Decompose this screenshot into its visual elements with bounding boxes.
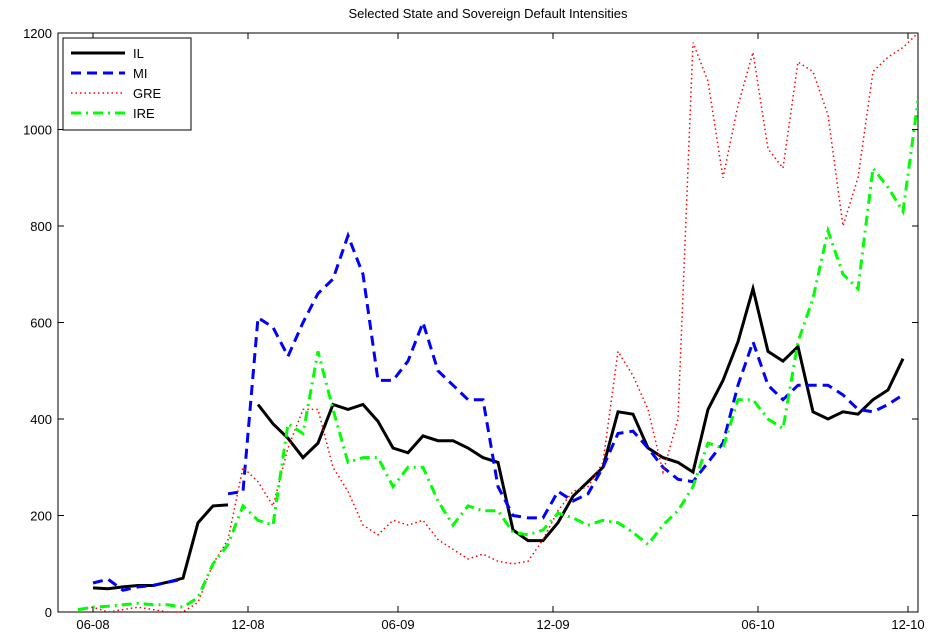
y-tick-label: 1000 [23, 123, 52, 138]
y-tick-label: 600 [30, 316, 52, 331]
series-line [92, 231, 904, 592]
series-line [77, 32, 918, 613]
y-tick-label: 800 [30, 219, 52, 234]
x-tick-label: 06-08 [76, 617, 109, 632]
y-tick-label: 400 [30, 412, 52, 427]
legend-label: IRE [133, 106, 155, 121]
y-tick-label: 0 [45, 605, 52, 620]
legend-label: MI [133, 66, 147, 81]
x-tick-label: 06-10 [741, 617, 774, 632]
x-tick-label: 12-10 [891, 617, 924, 632]
y-tick-label: 200 [30, 509, 52, 524]
chart-title: Selected State and Sovereign Default Int… [349, 6, 628, 21]
x-tick-label: 12-09 [536, 617, 569, 632]
y-tick-label: 1200 [23, 26, 52, 41]
x-tick-label: 12-08 [231, 617, 264, 632]
legend-label: GRE [133, 86, 162, 101]
series-line [92, 282, 905, 591]
x-tick-label: 06-09 [381, 617, 414, 632]
series-line [77, 100, 918, 612]
legend-label: IL [133, 46, 144, 61]
